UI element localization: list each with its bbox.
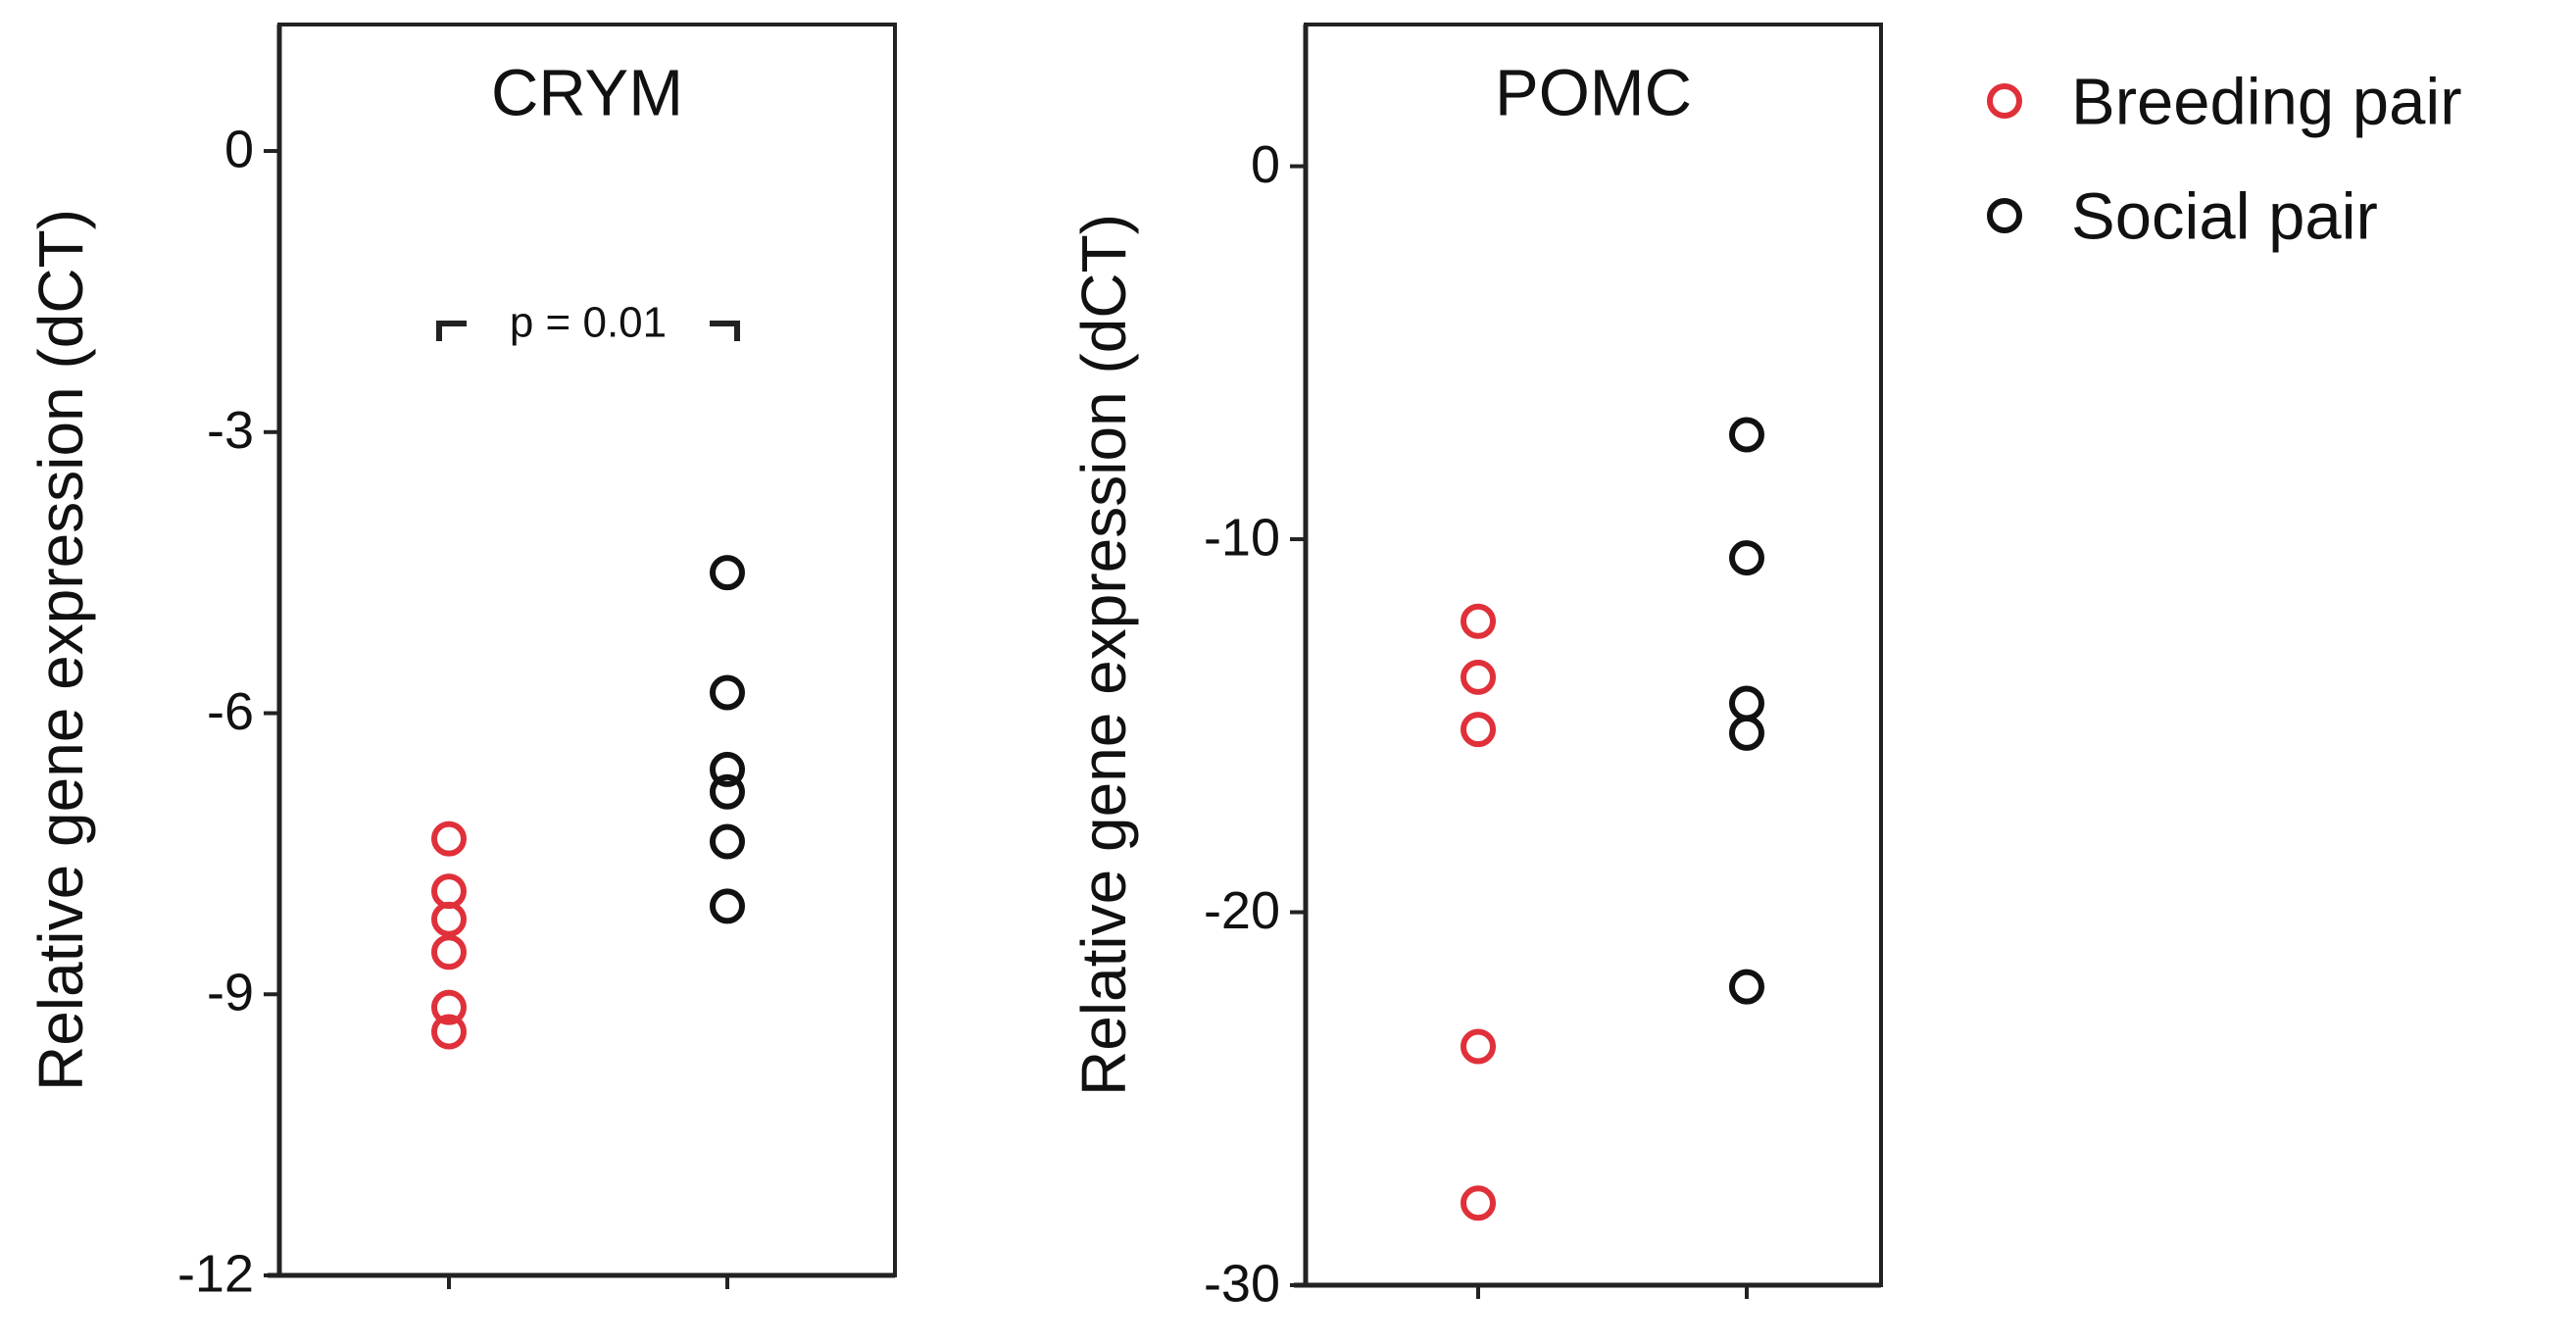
data-point	[710, 674, 745, 711]
y-axis-label: Relative gene expression (dCT)	[1068, 214, 1139, 1096]
y-tick-label: -12	[177, 1244, 254, 1303]
data-point	[431, 873, 467, 910]
legend-label: Breeding pair	[2071, 66, 2462, 139]
data-point	[1729, 715, 1764, 751]
data-point	[710, 823, 745, 860]
y-axis-label: Relative gene expression (dCT)	[25, 209, 96, 1091]
annotation: p = 0.01	[510, 299, 667, 347]
plot-frame	[277, 23, 897, 1277]
data-point	[1461, 603, 1496, 639]
data-point	[431, 989, 467, 1025]
legend-marker	[1987, 198, 2022, 233]
data-point	[710, 751, 745, 787]
data-point	[1461, 1028, 1496, 1065]
chart-title: POMC	[1495, 57, 1692, 130]
legend-label: Social pair	[2071, 180, 2378, 254]
y-tick-label: -9	[207, 964, 254, 1022]
data-point	[710, 888, 745, 924]
y-tick-label: 0	[1251, 135, 1280, 194]
y-tick-label: -30	[1204, 1254, 1280, 1313]
data-point	[431, 1014, 467, 1050]
y-tick-label: -6	[207, 682, 254, 741]
data-point	[1729, 417, 1764, 453]
data-point	[1461, 712, 1496, 748]
data-point	[431, 901, 467, 937]
data-point	[431, 821, 467, 857]
data-point	[1461, 1185, 1496, 1221]
significance-bracket	[436, 321, 740, 341]
y-tick-label: -10	[1204, 508, 1280, 567]
y-tick-label: -20	[1204, 881, 1280, 940]
data-point	[1729, 540, 1764, 576]
chart-title: CRYM	[491, 57, 683, 130]
plot-frame	[1304, 23, 1883, 1287]
legend-marker	[1987, 83, 2022, 119]
data-point	[1729, 685, 1764, 722]
data-point	[710, 773, 745, 810]
y-tick-label: -3	[207, 401, 254, 460]
data-point	[431, 934, 467, 971]
data-point	[710, 555, 745, 591]
data-point	[1729, 969, 1764, 1005]
data-point	[1461, 659, 1496, 695]
y-tick-label: 0	[224, 120, 254, 178]
